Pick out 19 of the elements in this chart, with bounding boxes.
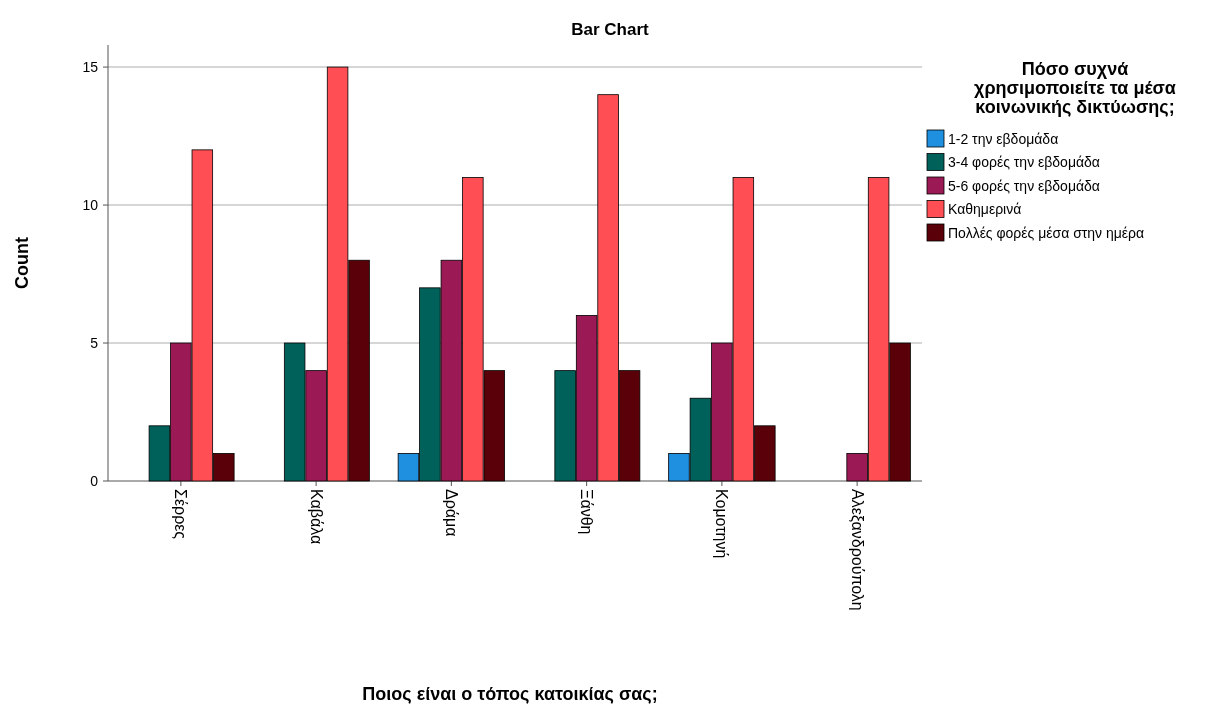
x-tick-label: Ξάνθη — [578, 489, 596, 535]
x-tick-label: Δράμα — [442, 489, 460, 537]
legend-title: Πόσο συχνά χρησιμοποιείτε τα μέσα κοινωνικής δικτύωσης; — [974, 59, 1176, 117]
y-tick-label: 0 — [90, 472, 99, 489]
x-tick-label: Κομοτηνή — [713, 489, 731, 559]
y-axis-title: Count — [12, 237, 32, 289]
legend-label: 5-6 φορές την εβδομάδα — [948, 177, 1100, 194]
x-tick-label: Σέρρες — [172, 489, 190, 540]
x-tick-label: Καβάλα — [307, 489, 325, 545]
legend-label: 1-2 την εβδομάδα — [948, 130, 1059, 147]
y-tick-label: 15 — [82, 58, 99, 75]
legend-label: 3-4 φορές την εβδομάδα — [948, 154, 1100, 171]
legend-label: Πολλές φορές μέσα στην ημέρα — [948, 224, 1145, 241]
y-tick-label: 10 — [82, 196, 99, 213]
x-tick-label: Αλεξανδρούπολη — [847, 489, 866, 611]
y-tick-label: 5 — [90, 334, 99, 351]
legend-label: Καθημερινά — [948, 201, 1022, 218]
x-axis-title: Ποιος είναι ο τόπος κατοικίας σας; — [362, 684, 658, 704]
chart-title: Bar Chart — [571, 20, 650, 39]
